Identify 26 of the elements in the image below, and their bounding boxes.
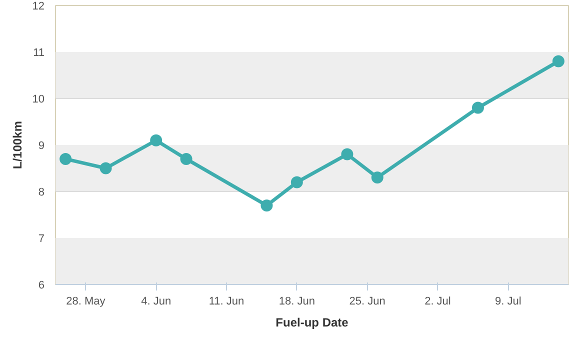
point	[290, 176, 303, 188]
x-tick-label: 2. Jul	[424, 296, 451, 308]
y-tick-label: 7	[38, 233, 45, 245]
x-tick-label: 9. Jul	[495, 296, 522, 308]
x-tick-label: 25. Jun	[349, 296, 386, 308]
point	[552, 55, 564, 68]
point	[341, 148, 354, 160]
y-tick-label: 12	[32, 0, 45, 12]
x-tick-label: 18. Jun	[278, 296, 315, 308]
point	[260, 199, 273, 212]
point	[180, 152, 192, 165]
y-tick-label: 6	[38, 280, 45, 292]
point	[150, 134, 162, 146]
point	[100, 162, 112, 174]
y-tick-label: 10	[32, 94, 45, 106]
x-tick-label: 11. Jun	[208, 296, 244, 308]
y-tick-label: 9	[38, 140, 45, 152]
point	[371, 172, 384, 184]
point	[472, 102, 484, 114]
y-axis-title: L/100km	[10, 120, 24, 170]
x-axis-title: Fuel-up Date	[276, 316, 349, 330]
point	[60, 152, 72, 165]
x-tick-label: 4. Jun	[141, 296, 172, 308]
x-tick-label: 28. May	[66, 296, 106, 308]
y-tick-label: 11	[33, 47, 45, 59]
y-tick-label: 8	[38, 186, 45, 198]
